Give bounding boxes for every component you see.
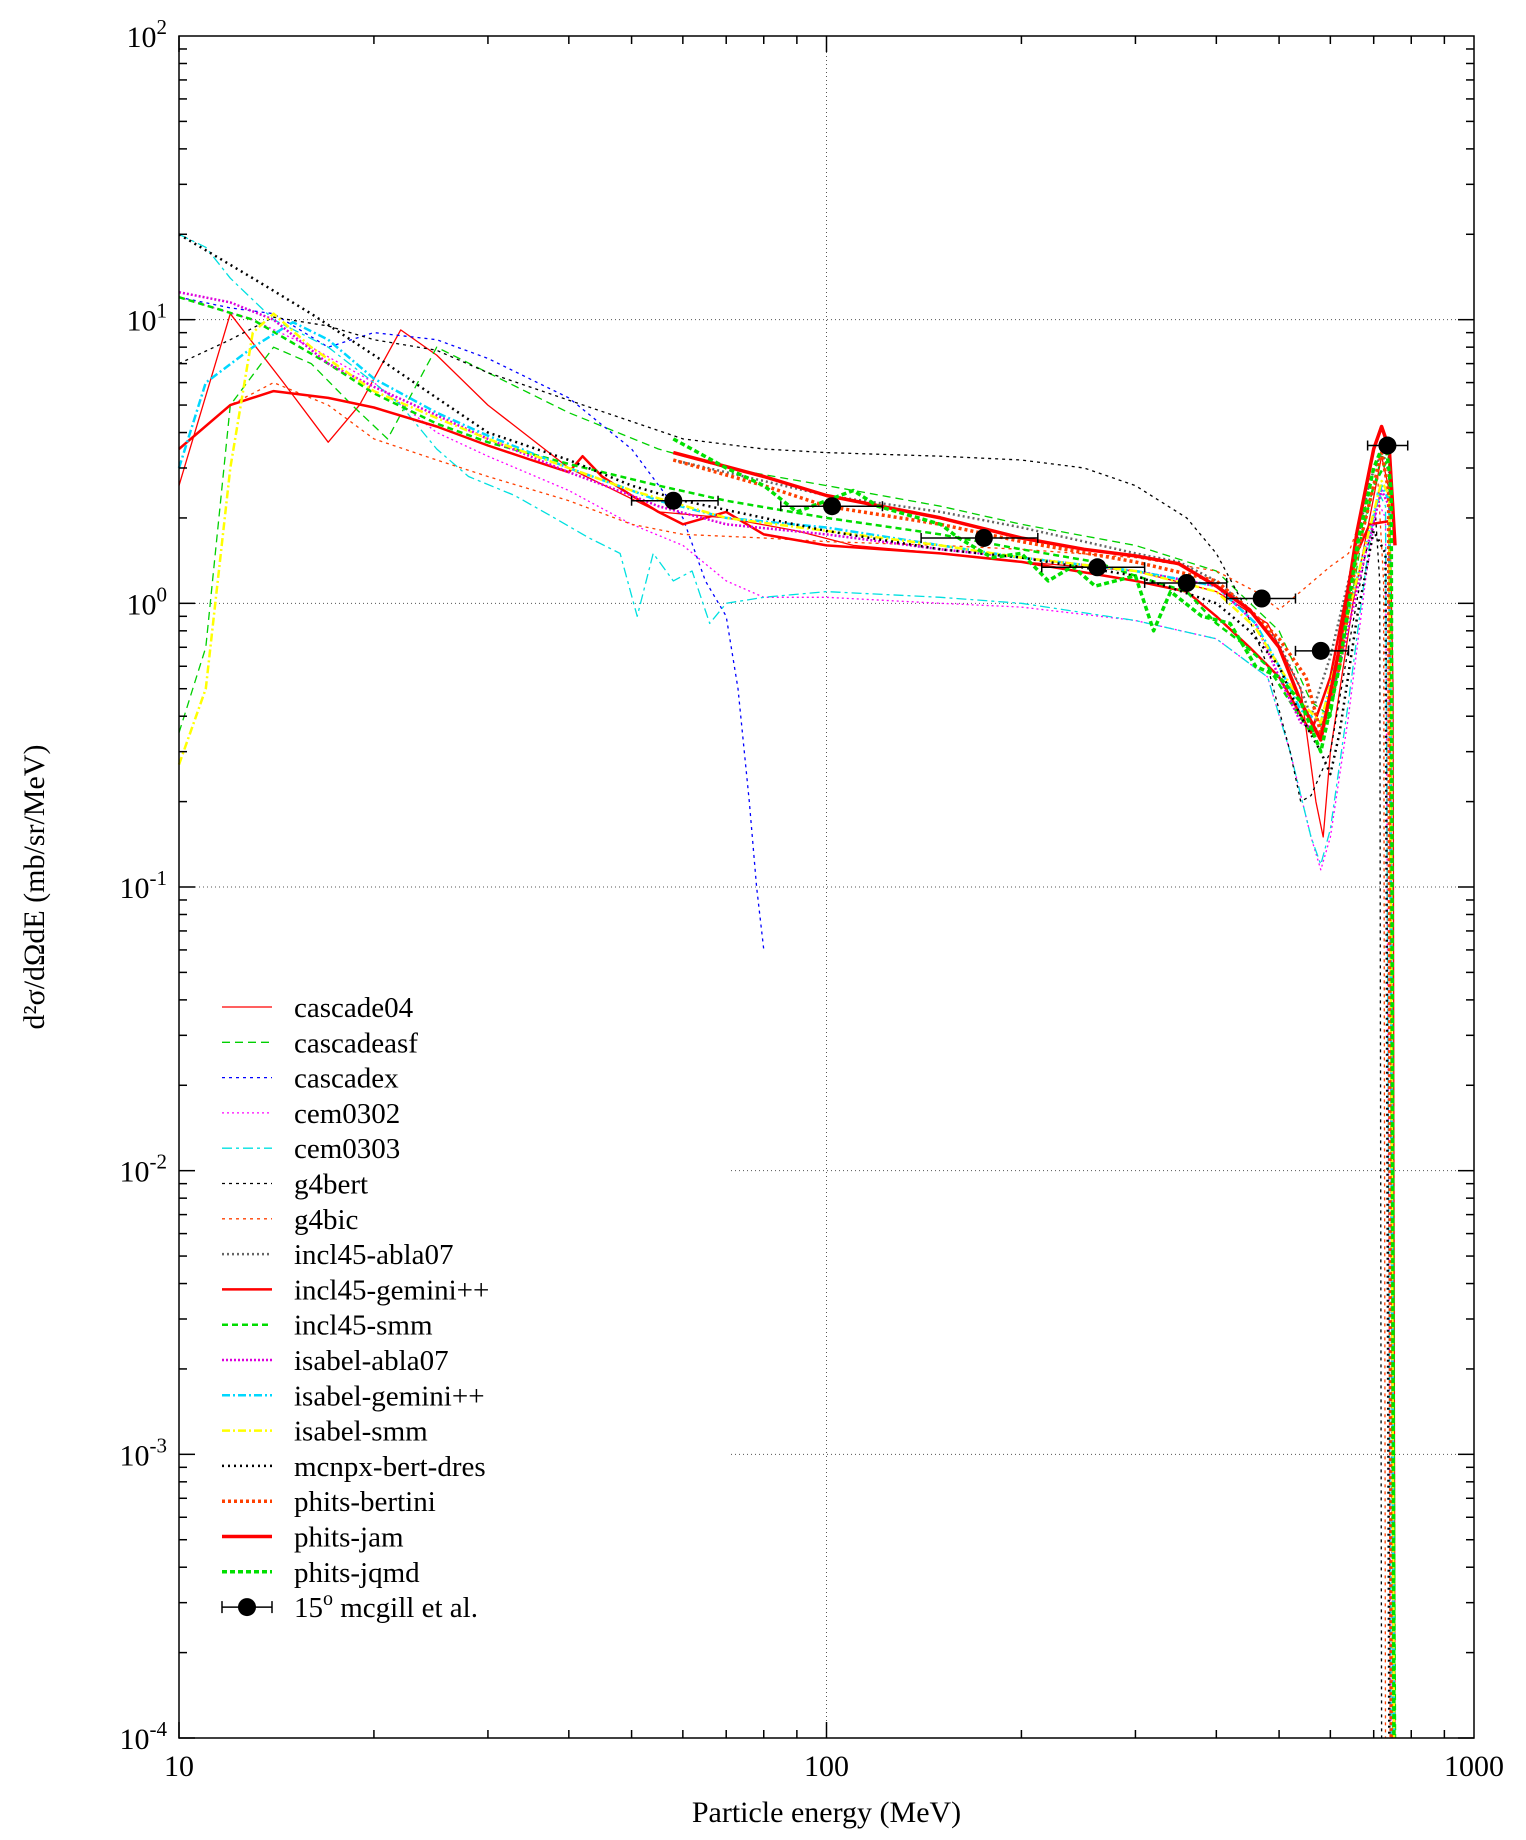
y-tick-base: 10 bbox=[120, 872, 150, 905]
legend-label-incl45-gemini++: incl45-gemini++ bbox=[294, 1274, 489, 1306]
series-line-phits-jqmd bbox=[672, 437, 1396, 1739]
legend-label-mcnpx-bert-dres: mcnpx-bert-dres bbox=[294, 1451, 486, 1483]
y-tick-label: 102 bbox=[127, 15, 168, 54]
legend-label-cascade04: cascade04 bbox=[294, 992, 414, 1024]
legend-angle-degree: o bbox=[323, 1588, 333, 1610]
legend-label-isabel-gemini++: isabel-gemini++ bbox=[294, 1380, 485, 1412]
series-line-phits-bertini bbox=[672, 450, 1393, 1739]
ticks bbox=[178, 36, 1474, 1739]
x-tick-label: 10 bbox=[164, 1750, 194, 1783]
x-axis-label: Particle energy (MeV) bbox=[692, 1796, 961, 1829]
data-point bbox=[1177, 573, 1196, 592]
y-tick-label: 101 bbox=[127, 299, 168, 338]
legend-label-phits-jam: phits-jam bbox=[294, 1522, 404, 1554]
y-tick-label: 10-1 bbox=[120, 866, 168, 905]
y-tick-exponent: 1 bbox=[157, 299, 168, 323]
series-line-phits-jam bbox=[672, 424, 1397, 742]
y-tick-label: 10-4 bbox=[120, 1717, 168, 1756]
data-point bbox=[823, 497, 842, 516]
legend-label-cem0302: cem0302 bbox=[294, 1098, 400, 1130]
series-line-cascadex bbox=[178, 296, 765, 950]
series-line-isabel-abla07 bbox=[178, 290, 1396, 1739]
legend-label-isabel-abla07: isabel-abla07 bbox=[294, 1345, 449, 1377]
legend-label-experimental: 15o mcgill et al. bbox=[294, 1588, 478, 1624]
legend-label-g4bic: g4bic bbox=[294, 1204, 358, 1236]
series-line-incl45-gemini++ bbox=[178, 389, 1396, 1739]
y-tick-exponent: -3 bbox=[150, 1433, 168, 1457]
legend-experiment-name: mcgill et al. bbox=[333, 1592, 478, 1624]
y-tick-label: 10-3 bbox=[120, 1433, 168, 1472]
data-point bbox=[1378, 436, 1397, 455]
y-tick-label: 100 bbox=[127, 582, 168, 621]
legend-label-phits-bertini: phits-bertini bbox=[294, 1486, 436, 1518]
data-point bbox=[1088, 558, 1107, 577]
data-point bbox=[1311, 641, 1330, 660]
series-line-mcnpx-bert-dres bbox=[178, 233, 1391, 1739]
legend-label-g4bert: g4bert bbox=[294, 1169, 368, 1201]
legend-marker-experimental bbox=[238, 1598, 256, 1617]
legend-background bbox=[182, 970, 730, 1735]
series-line-cascadeasf bbox=[178, 346, 1396, 1739]
x-tick-label: 1000 bbox=[1444, 1750, 1504, 1783]
y-tick-base: 10 bbox=[120, 1723, 150, 1756]
experimental-data bbox=[630, 436, 1409, 660]
legend-label-cem0303: cem0303 bbox=[294, 1133, 400, 1165]
y-tick-base: 10 bbox=[127, 21, 157, 54]
y-tick-exponent: 0 bbox=[157, 582, 168, 606]
legend-label-cascadex: cascadex bbox=[294, 1063, 399, 1095]
series-line-cem0303 bbox=[178, 233, 1392, 1739]
y-tick-base: 10 bbox=[120, 1439, 150, 1472]
legend-label-incl45-smm: incl45-smm bbox=[294, 1310, 433, 1342]
y-tick-base: 10 bbox=[127, 588, 157, 621]
y-tick-base: 10 bbox=[127, 305, 157, 338]
series-layer bbox=[177, 233, 1397, 1739]
x-tick-label: 100 bbox=[804, 1750, 849, 1783]
legend-label-isabel-smm: isabel-smm bbox=[294, 1416, 428, 1448]
series-line-g4bert bbox=[178, 316, 1383, 1739]
legend-label-incl45-abla07: incl45-abla07 bbox=[294, 1239, 453, 1271]
y-tick-exponent: 2 bbox=[157, 15, 168, 39]
legend-angle: 15 bbox=[294, 1592, 323, 1624]
data-point bbox=[664, 491, 683, 510]
legend-label-cascadeasf: cascadeasf bbox=[294, 1027, 418, 1059]
data-point bbox=[1252, 589, 1271, 608]
y-tick-base: 10 bbox=[120, 1156, 150, 1189]
data-point bbox=[974, 528, 993, 547]
y-axis-label: d²σ/dΩdE (mb/sr/MeV) bbox=[18, 745, 51, 1030]
legend-label-phits-jqmd: phits-jqmd bbox=[294, 1557, 420, 1589]
y-tick-exponent: -1 bbox=[150, 866, 168, 890]
y-tick-exponent: -2 bbox=[150, 1150, 168, 1174]
y-tick-exponent: -4 bbox=[150, 1717, 168, 1741]
y-tick-label: 10-2 bbox=[120, 1150, 168, 1189]
